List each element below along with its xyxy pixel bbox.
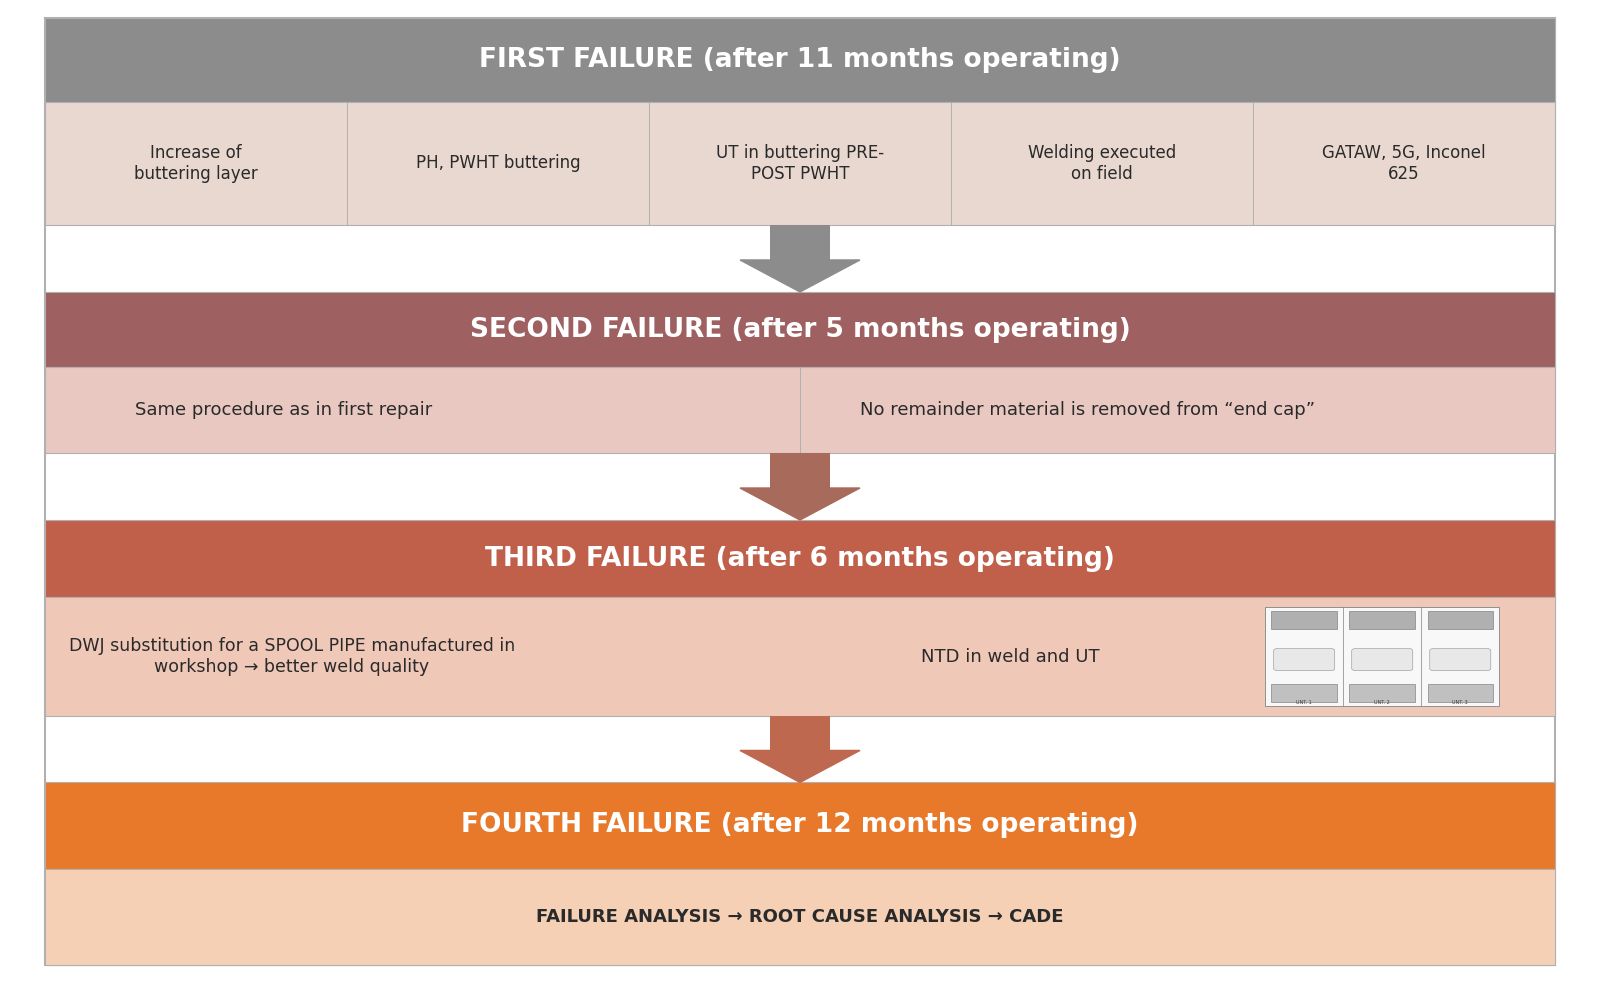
Bar (45, 101, 1555, 225)
Text: No remainder material is removed from “end cap”: No remainder material is removed from “e… (861, 401, 1315, 420)
Text: UNT. 1: UNT. 1 (1296, 700, 1312, 705)
Text: GATAW, 5G, Inconel
625: GATAW, 5G, Inconel 625 (1322, 145, 1486, 183)
Bar (45, 598, 1555, 716)
Bar (1266, 607, 1499, 707)
Text: UNT. 2: UNT. 2 (1374, 700, 1390, 705)
Bar (770, 453, 830, 488)
Bar (1349, 610, 1414, 629)
Bar (45, 292, 1555, 368)
Text: FOURTH FAILURE (after 12 months operating): FOURTH FAILURE (after 12 months operatin… (461, 813, 1139, 838)
Text: UT in buttering PRE-
POST PWHT: UT in buttering PRE- POST PWHT (715, 145, 885, 183)
Text: Same procedure as in first repair: Same procedure as in first repair (136, 401, 432, 420)
FancyBboxPatch shape (1430, 649, 1491, 670)
Text: NTD in weld and UT: NTD in weld and UT (922, 648, 1099, 665)
Text: Increase of
buttering layer: Increase of buttering layer (134, 145, 258, 183)
Bar (1349, 684, 1414, 702)
Text: Welding executed
on field: Welding executed on field (1027, 145, 1176, 183)
Polygon shape (739, 750, 861, 782)
Text: FAILURE ANALYSIS → ROOT CAUSE ANALYSIS → CADE: FAILURE ANALYSIS → ROOT CAUSE ANALYSIS →… (536, 908, 1064, 926)
Bar (45, 520, 1555, 598)
Bar (1427, 610, 1493, 629)
Polygon shape (739, 488, 861, 520)
Bar (770, 225, 830, 260)
Text: UNT. 3: UNT. 3 (1453, 700, 1469, 705)
Bar (45, 782, 1555, 869)
FancyBboxPatch shape (1352, 649, 1413, 670)
Bar (45, 869, 1555, 965)
Bar (770, 716, 830, 750)
FancyBboxPatch shape (1274, 649, 1334, 670)
Bar (1272, 684, 1338, 702)
Text: PH, PWHT buttering: PH, PWHT buttering (416, 154, 581, 172)
Bar (45, 18, 1555, 101)
Bar (1272, 610, 1338, 629)
Bar (45, 368, 1555, 453)
Bar (1427, 684, 1493, 702)
Text: THIRD FAILURE (after 6 months operating): THIRD FAILURE (after 6 months operating) (485, 546, 1115, 572)
Polygon shape (739, 260, 861, 292)
Text: SECOND FAILURE (after 5 months operating): SECOND FAILURE (after 5 months operating… (470, 317, 1130, 343)
Text: FIRST FAILURE (after 11 months operating): FIRST FAILURE (after 11 months operating… (478, 46, 1122, 73)
Text: DWJ substitution for a SPOOL PIPE manufactured in
workshop → better weld quality: DWJ substitution for a SPOOL PIPE manufa… (69, 637, 515, 676)
